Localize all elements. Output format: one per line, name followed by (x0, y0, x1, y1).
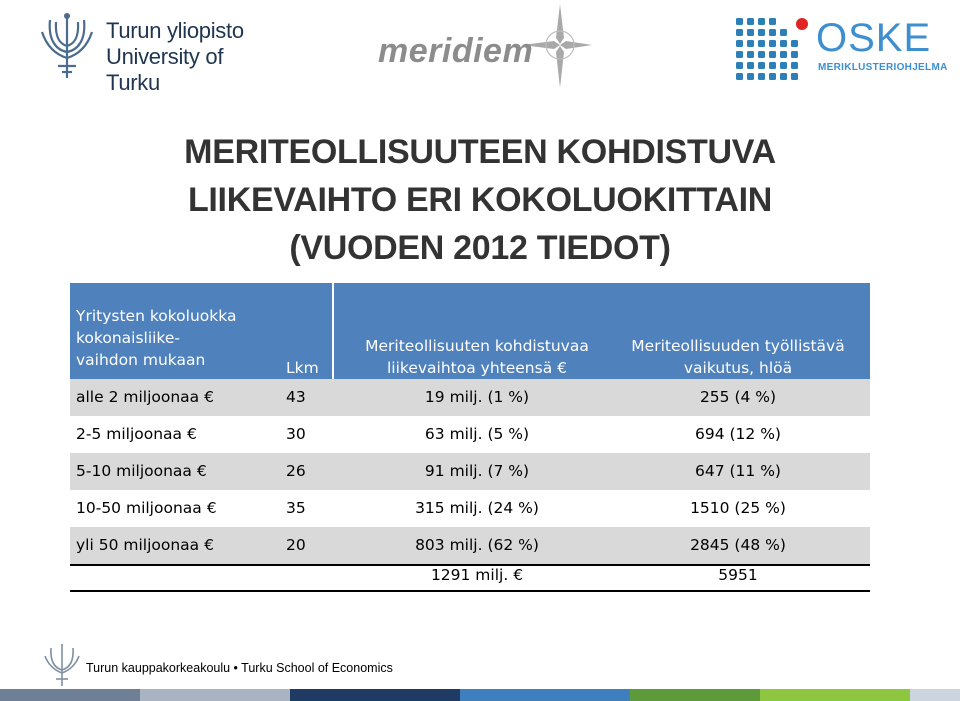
cell-count: 26 (286, 462, 306, 480)
slide-title: MERITEOLLISUUTEEN KOHDISTUVA LIIKEVAIHTO… (120, 128, 840, 272)
euro-icon: € (513, 566, 524, 584)
table-row: 2-5 miljoonaa € 30 63 milj. (5 %) 694 (1… (70, 416, 870, 453)
cell-employment: 255 (4 %) (699, 388, 777, 406)
header-employment: Meriteollisuuden työllistävä vaikutus, h… (631, 337, 845, 377)
cell-revenue: 63 milj. (5 %) (424, 425, 530, 443)
footer-bar-segment (460, 689, 630, 701)
cell-employment: 1510 (25 %) (690, 499, 786, 517)
table-row: 10-50 miljoonaa € 35 315 milj. (24 %) 15… (70, 490, 870, 527)
utu-name-finnish: Turun yliopisto (106, 18, 244, 43)
university-of-turku-logo: Turun yliopisto University of Turku (36, 10, 276, 95)
table-row: yli 50 miljoonaa € 20 803 milj. (62 %) 2… (70, 527, 870, 564)
header-size-class: Yritysten kokoluokka kokonaisliike- vaih… (76, 307, 237, 369)
footer-school-name: Turun kauppakorkeakoulu • Turku School o… (86, 661, 393, 675)
table-header: Yritysten kokoluokka kokonaisliike- vaih… (70, 283, 870, 379)
title-line-1: MERITEOLLISUUTEEN KOHDISTUVA (184, 133, 776, 171)
cell-revenue: 315 milj. (24 %) (415, 499, 539, 517)
dot-grid-icon (736, 18, 808, 80)
cell-employment: 2845 (48 %) (690, 536, 786, 554)
oske-logo: OSKE MERIKLUSTERIOHJELMA (734, 16, 947, 82)
cell-size: 10-50 miljoonaa € (76, 499, 217, 517)
cell-size: yli 50 miljoonaa € (76, 536, 214, 554)
title-line-2: LIIKEVAIHTO ERI KOKOLUOKITTAIN (187, 181, 773, 219)
header-separator (332, 283, 334, 379)
cell-revenue: 91 milj. (7 %) (424, 462, 530, 480)
small-trident-icon (44, 644, 80, 686)
trident-icon (40, 13, 94, 78)
cell-count: 43 (286, 388, 306, 406)
cell-count: 30 (286, 425, 306, 443)
euro-icon: € (204, 536, 214, 554)
cell-size: 5-10 miljoonaa € (76, 462, 207, 480)
cell-size: alle 2 miljoonaa € (76, 388, 214, 406)
total-revenue: 1291 milj. € (430, 566, 524, 584)
cell-count: 35 (286, 499, 306, 517)
meridiem-logo: meridiem (372, 4, 592, 88)
cell-count: 20 (286, 536, 306, 554)
footer-bar-segment (910, 689, 960, 701)
oske-wordmark: OSKE (816, 16, 932, 60)
meridiem-wordmark: meridiem (378, 32, 534, 70)
cell-revenue: 803 milj. (62 %) (415, 536, 539, 554)
euro-icon: € (206, 499, 217, 517)
footer-color-bar (0, 689, 960, 701)
cell-employment: 694 (12 %) (695, 425, 781, 443)
footer-bar-segment (630, 689, 760, 701)
footer-bar-segment (760, 689, 910, 701)
oske-subtitle: MERIKLUSTERIOHJELMA (818, 62, 948, 73)
compass-star-icon (522, 4, 592, 88)
footer-bar-segment (0, 689, 140, 701)
title-line-3: (VUODEN 2012 TIEDOT) (289, 229, 671, 267)
utu-name-english: University of Turku (106, 44, 224, 95)
cell-size: 2-5 miljoonaa € (76, 425, 197, 443)
total-divider (70, 564, 870, 566)
euro-icon: € (204, 388, 214, 406)
cell-revenue: 19 milj. (1 %) (424, 388, 530, 406)
total-employment: 5951 (718, 566, 758, 584)
euro-icon: € (557, 359, 568, 377)
cell-employment: 647 (11 %) (695, 462, 781, 480)
table-bottom-border (70, 590, 870, 592)
header-revenue: Meriteollisuuten kohdistuvaa liikevaihto… (365, 337, 589, 377)
footer-bar-segment (290, 689, 460, 701)
header-count: Lkm (286, 359, 319, 377)
revenue-table: Yritysten kokoluokka kokonaisliike- vaih… (70, 283, 870, 592)
table-row: 5-10 miljoonaa € 26 91 milj. (7 %) 647 (… (70, 453, 870, 490)
table-total-row: 1291 milj. € 5951 (70, 564, 870, 592)
table-row: alle 2 miljoonaa € 43 19 milj. (1 %) 255… (70, 379, 870, 416)
euro-icon: € (187, 425, 197, 443)
euro-icon: € (196, 462, 207, 480)
footer-bar-segment (140, 689, 290, 701)
